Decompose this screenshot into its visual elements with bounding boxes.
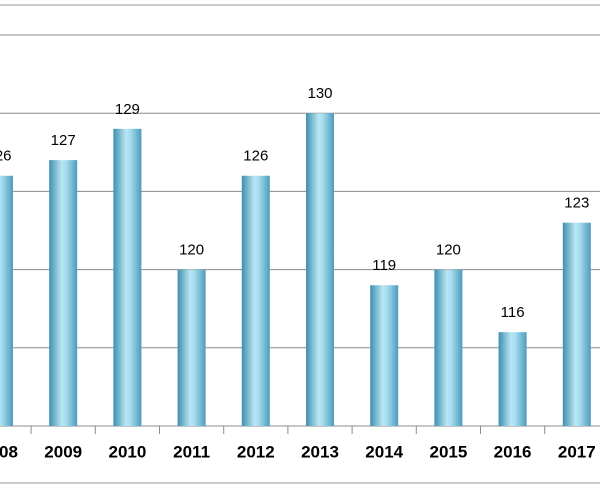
value-label: 130	[307, 85, 332, 102]
bar	[434, 269, 463, 426]
bar	[113, 128, 142, 426]
value-label: 126	[243, 148, 268, 165]
x-tick-label: 2015	[429, 442, 467, 461]
bar	[370, 285, 399, 426]
value-label: 120	[179, 242, 204, 259]
value-label: 129	[115, 101, 140, 118]
value-label: 126	[0, 148, 12, 165]
value-label: 116	[501, 304, 525, 321]
x-tick-label: 2011	[173, 442, 210, 461]
value-label: 123	[564, 195, 589, 212]
bar	[562, 222, 591, 426]
bar	[0, 175, 13, 426]
x-tick-label: 2014	[365, 442, 403, 461]
bar	[306, 113, 334, 426]
x-tick-label: 2008	[0, 442, 18, 461]
value-label: 119	[372, 257, 396, 274]
bar	[177, 269, 206, 426]
value-label: 127	[51, 132, 76, 149]
bar	[241, 175, 270, 426]
x-tick-label: 2009	[44, 442, 82, 461]
x-tick-label: 2016	[494, 442, 532, 461]
x-tick-label: 2017	[558, 442, 596, 461]
bar	[49, 160, 78, 426]
x-tick-label: 2012	[237, 442, 275, 461]
value-label: 120	[436, 242, 461, 259]
x-tick-label: 2010	[108, 442, 146, 461]
bar	[498, 332, 527, 426]
x-tick-label: 2013	[301, 442, 339, 461]
